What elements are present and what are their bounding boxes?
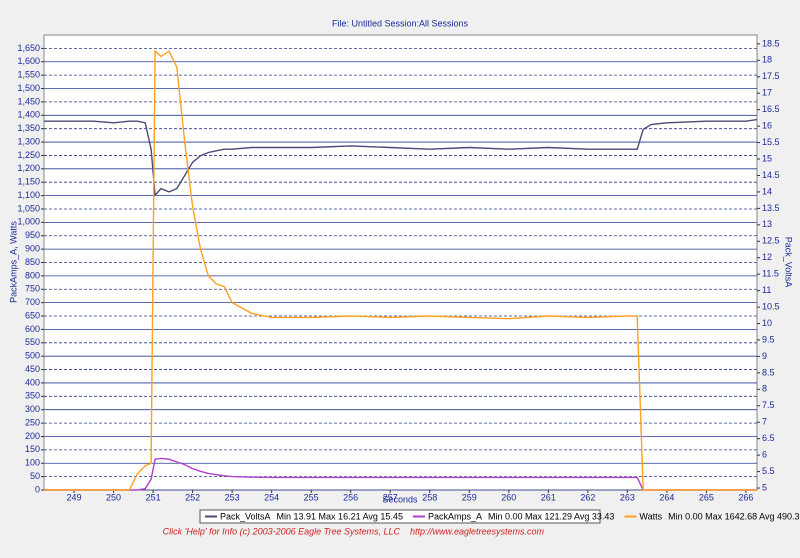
legend-stats: Min 0.00 Max 1642.68 Avg 490.36 (668, 511, 800, 521)
y2-tick-label: 12 (762, 252, 772, 262)
y-tick-label: 1,650 (17, 43, 40, 53)
y-tick-label: 1,450 (17, 96, 40, 106)
x-axis-label: Seconds (382, 494, 418, 504)
y-tick-label: 950 (25, 230, 40, 240)
y2-tick-label: 5 (762, 482, 767, 492)
y-tick-label: 150 (25, 444, 40, 454)
y-tick-label: 400 (25, 377, 40, 387)
y2-tick-label: 9.5 (762, 334, 775, 344)
x-tick-label: 260 (501, 492, 516, 502)
x-tick-label: 261 (541, 492, 556, 502)
x-tick-label: 255 (304, 492, 319, 502)
y-tick-label: 1,150 (17, 177, 40, 187)
legend-stats: Min 0.00 Max 121.29 Avg 33.43 (488, 511, 614, 521)
y-tick-label: 700 (25, 297, 40, 307)
y-tick-label: 250 (25, 417, 40, 427)
y-tick-label: 650 (25, 310, 40, 320)
x-tick-label: 251 (146, 492, 161, 502)
legend-stats: Min 13.91 Max 16.21 Avg 15.45 (277, 511, 403, 521)
y2-tick-label: 16.5 (762, 104, 780, 114)
y-tick-label: 750 (25, 284, 40, 294)
series-line (44, 49, 757, 491)
y-tick-label: 600 (25, 324, 40, 334)
y-tick-label: 350 (25, 391, 40, 401)
y2-tick-label: 16 (762, 121, 772, 131)
y2-tick-label: 14 (762, 186, 772, 196)
x-tick-label: 264 (659, 492, 674, 502)
y-tick-label: 1,050 (17, 203, 40, 213)
y2-tick-label: 13.5 (762, 203, 780, 213)
x-tick-label: 257 (383, 492, 398, 502)
y-tick-label: 1,400 (17, 110, 40, 120)
y2-tick-label: 7.5 (762, 400, 775, 410)
x-tick-label: 262 (580, 492, 595, 502)
y2-tick-label: 15 (762, 153, 772, 163)
y-tick-label: 1,550 (17, 70, 40, 80)
y-tick-label: 1,000 (17, 217, 40, 227)
y-tick-label: 1,500 (17, 83, 40, 93)
y-tick-label: 1,100 (17, 190, 40, 200)
y2-axis-label: Pack_VoltsA (784, 237, 794, 288)
series-line (44, 457, 757, 491)
y2-tick-label: 10 (762, 318, 772, 328)
x-tick-label: 259 (462, 492, 477, 502)
legend-label: PackAmps_A (428, 511, 482, 521)
x-tick-label: 253 (225, 492, 240, 502)
y-tick-label: 500 (25, 351, 40, 361)
y2-tick-label: 11.5 (762, 269, 779, 279)
y-tick-label: 1,200 (17, 163, 40, 173)
y2-tick-label: 6.5 (762, 433, 775, 443)
y-tick-label: 50 (30, 471, 40, 481)
y-tick-label: 450 (25, 364, 40, 374)
y2-tick-label: 17 (762, 88, 772, 98)
y-tick-label: 1,250 (17, 150, 40, 160)
y2-tick-label: 8.5 (762, 367, 775, 377)
y-tick-label: 1,600 (17, 56, 40, 66)
y2-tick-label: 14.5 (762, 170, 780, 180)
y2-tick-label: 18.5 (762, 38, 780, 48)
x-tick-label: 252 (185, 492, 200, 502)
x-tick-label: 266 (738, 492, 753, 502)
y2-tick-label: 7 (762, 417, 767, 427)
x-tick-label: 258 (422, 492, 437, 502)
x-tick-label: 263 (620, 492, 635, 502)
chart-title: File: Untitled Session:All Sessions (332, 18, 469, 28)
y-axis-label: PackAmps_A, Watts (8, 221, 18, 303)
legend-label: Watts (639, 511, 662, 521)
footer-url: http://www.eagletreesystems.com (410, 526, 545, 536)
y2-tick-label: 10.5 (762, 301, 780, 311)
y2-tick-label: 5.5 (762, 466, 775, 476)
y2-tick-label: 17.5 (762, 71, 780, 81)
y-tick-label: 550 (25, 337, 40, 347)
x-tick-label: 249 (67, 492, 82, 502)
y-tick-label: 900 (25, 243, 40, 253)
series-line (44, 118, 758, 197)
y2-tick-label: 11 (762, 285, 771, 295)
y-tick-label: 850 (25, 257, 40, 267)
x-tick-label: 265 (699, 492, 714, 502)
legend-label: Pack_VoltsA (220, 511, 271, 521)
y2-tick-label: 6 (762, 450, 767, 460)
y2-tick-label: 8 (762, 384, 767, 394)
y2-tick-label: 9 (762, 351, 767, 361)
y2-tick-label: 12.5 (762, 236, 780, 246)
x-tick-label: 250 (106, 492, 121, 502)
y-tick-label: 800 (25, 270, 40, 280)
x-tick-label: 254 (264, 492, 279, 502)
y-tick-label: 1,300 (17, 136, 40, 146)
y2-tick-label: 15.5 (762, 137, 780, 147)
legend-box (199, 509, 601, 524)
footer: Click 'Help' for Info (c) 2003-2006 Eagl… (163, 526, 401, 536)
y2-tick-label: 18 (762, 55, 772, 65)
y2-tick-label: 13 (762, 219, 772, 229)
x-tick-label: 256 (343, 492, 358, 502)
y-tick-label: 300 (25, 404, 40, 414)
y-tick-label: 100 (25, 458, 40, 468)
y-tick-label: 200 (25, 431, 40, 441)
y-tick-label: 1,350 (17, 123, 40, 133)
y-tick-label: 0 (35, 484, 40, 494)
